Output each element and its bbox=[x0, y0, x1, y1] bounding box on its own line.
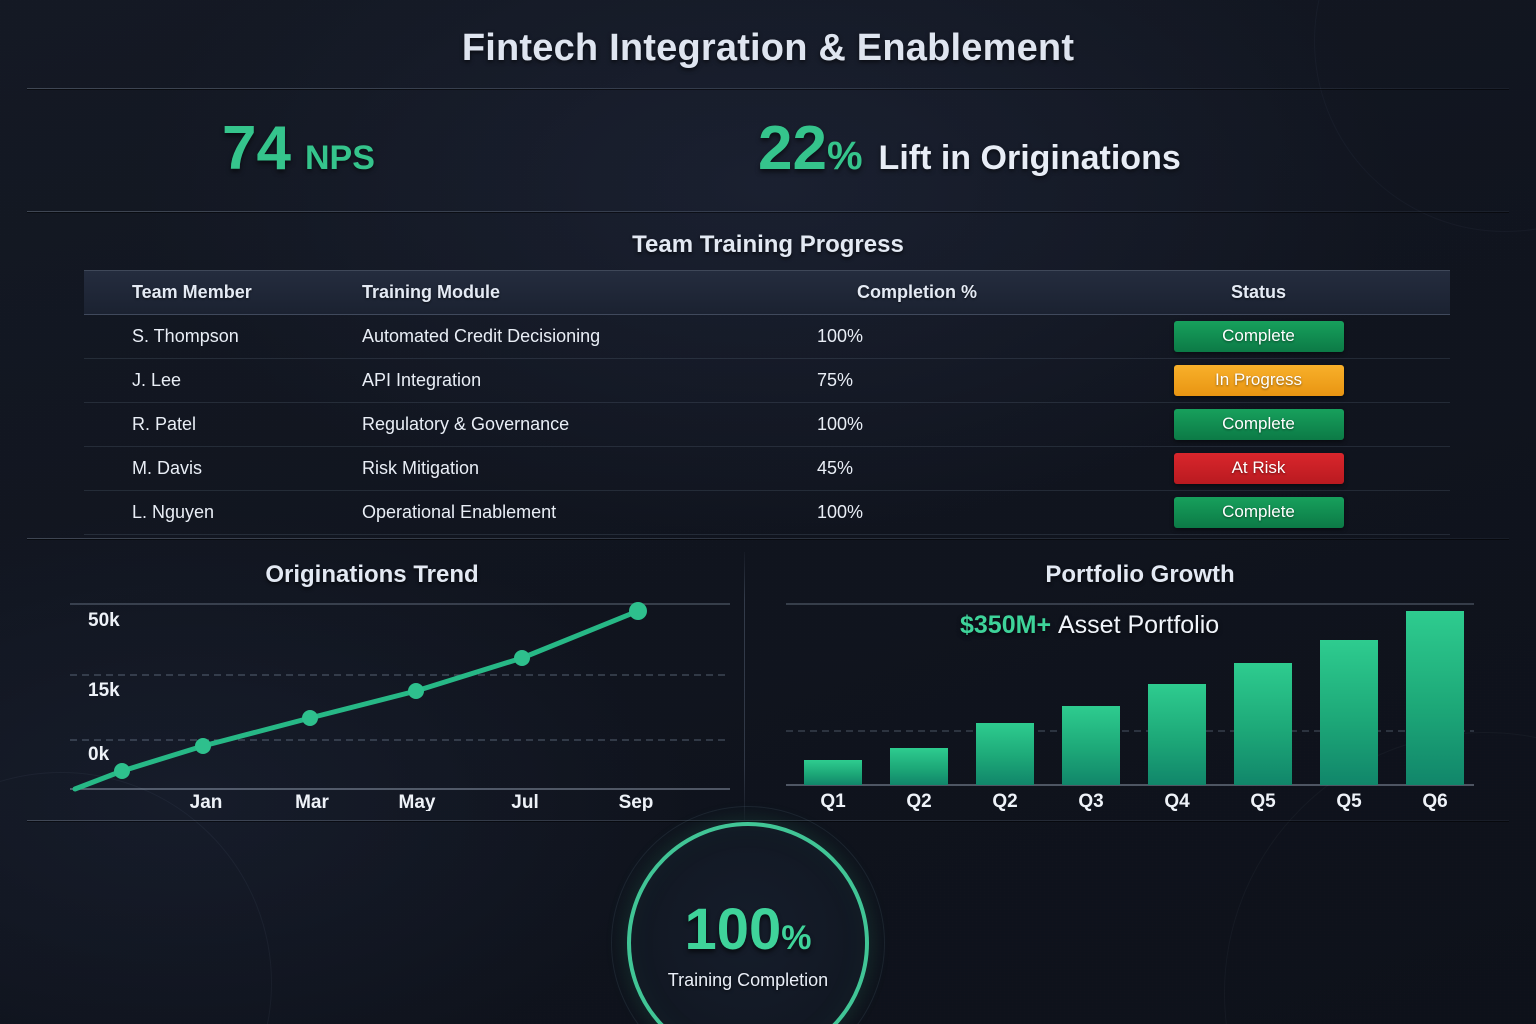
bar-x-label: Q3 bbox=[1078, 791, 1103, 811]
bar-chart-title: Portfolio Growth bbox=[1045, 561, 1235, 588]
cell-member: S. Thompson bbox=[132, 326, 239, 346]
status-badge: Complete bbox=[1173, 409, 1344, 440]
divider-under-title bbox=[27, 88, 1509, 89]
cell-completion: 45% bbox=[817, 458, 854, 478]
cell-member: L. Nguyen bbox=[132, 502, 215, 522]
kpi-lift-value: 22 bbox=[758, 114, 827, 183]
cell-member: J. Lee bbox=[132, 370, 182, 390]
divider-under-table bbox=[27, 538, 1509, 539]
asset-portfolio-annotation: $350M+ Asset Portfolio bbox=[960, 611, 1219, 640]
column-header-module: Training Module bbox=[362, 282, 500, 302]
bar bbox=[1406, 611, 1464, 785]
bar bbox=[1062, 706, 1120, 785]
cell-completion: 100% bbox=[817, 326, 864, 346]
table-row[interactable]: L. Nguyen Operational Enablement 100% Co… bbox=[84, 491, 1450, 535]
cell-module: Risk Mitigation bbox=[362, 458, 480, 478]
status-badge: In Progress bbox=[1173, 365, 1344, 396]
bar-x-label: Q1 bbox=[820, 791, 846, 811]
bar-x-label: Q2 bbox=[992, 791, 1017, 811]
x-tick-label: Sep bbox=[619, 792, 654, 811]
cell-status: Complete bbox=[1067, 497, 1450, 528]
kpi-nps-value: 74 bbox=[222, 114, 291, 183]
gauge-ring bbox=[627, 822, 869, 1024]
cell-module: Regulatory & Governance bbox=[362, 414, 570, 434]
table-row[interactable]: M. Davis Risk Mitigation 45% At Risk bbox=[84, 447, 1450, 491]
status-badge: Complete bbox=[1173, 497, 1344, 528]
asset-portfolio-amount: $350M+ bbox=[960, 611, 1052, 639]
gauge-value-row: 100 % bbox=[684, 901, 811, 959]
trend-markers bbox=[114, 602, 647, 779]
gauge-unit: % bbox=[781, 919, 812, 957]
cell-module: Operational Enablement bbox=[362, 502, 557, 522]
originations-trend-chart: 50k 15k 0k Jan Mar May Jul Sep bbox=[70, 602, 730, 811]
cell-member: M. Davis bbox=[132, 458, 203, 478]
gauge-content: 100 % Training Completion bbox=[627, 822, 869, 1024]
status-badge: Complete bbox=[1173, 321, 1344, 352]
table-header-row: Team Member Training Module Completion %… bbox=[84, 270, 1450, 315]
cell-completion: 100% bbox=[817, 502, 864, 522]
data-point bbox=[302, 710, 318, 726]
trend-line bbox=[72, 608, 641, 792]
data-point bbox=[408, 683, 424, 699]
table-row[interactable]: J. Lee API Integration 75% In Progress bbox=[84, 359, 1450, 403]
kpi-lift-label: Lift in Originations bbox=[878, 139, 1181, 177]
kpi-row: 74 NPS 22 % Lift in Originations bbox=[0, 118, 1536, 204]
bar bbox=[1320, 640, 1378, 785]
divider-under-kpis bbox=[27, 211, 1509, 212]
bar bbox=[1148, 684, 1206, 785]
kpi-lift: 22 % Lift in Originations bbox=[758, 118, 1181, 180]
data-point bbox=[514, 650, 530, 666]
cell-module: API Integration bbox=[362, 370, 482, 390]
y-tick-label: 50k bbox=[88, 610, 120, 631]
portfolio-growth-chart: Q1 Q2 Q2 Q3 Q4 Q5 Q5 Q6 bbox=[786, 603, 1474, 811]
bar-x-label: Q2 bbox=[906, 791, 931, 811]
bar bbox=[804, 760, 862, 785]
kpi-lift-suffix: % bbox=[826, 134, 863, 178]
bars bbox=[804, 611, 1464, 785]
training-progress-table: Team Member Training Module Completion %… bbox=[84, 270, 1450, 535]
gauge-caption: Training Completion bbox=[667, 970, 829, 990]
page-title: Fintech Integration & Enablement bbox=[461, 27, 1075, 69]
status-badge: At Risk bbox=[1173, 453, 1344, 484]
kpi-nps-label: NPS bbox=[304, 139, 375, 177]
x-tick-label: Jul bbox=[511, 792, 538, 811]
data-point bbox=[195, 738, 211, 754]
column-header-completion: Completion % bbox=[857, 282, 977, 302]
asset-portfolio-text: Asset Portfolio bbox=[1058, 611, 1220, 639]
x-tick-label: May bbox=[399, 792, 436, 811]
cell-status: Complete bbox=[1067, 409, 1450, 440]
training-completion-gauge: 100 % Training Completion bbox=[611, 806, 885, 1024]
kpi-nps: 74 NPS bbox=[222, 118, 375, 180]
gauge-value: 100 bbox=[684, 897, 782, 962]
bar bbox=[976, 723, 1034, 785]
cell-completion: 100% bbox=[817, 414, 864, 434]
cell-member: R. Patel bbox=[132, 414, 197, 434]
bar-x-label: Q6 bbox=[1422, 791, 1447, 811]
data-point bbox=[114, 763, 130, 779]
cell-completion: 75% bbox=[817, 370, 854, 390]
charts-vertical-divider bbox=[744, 552, 745, 820]
x-tick-label: Mar bbox=[295, 792, 329, 811]
table-row[interactable]: R. Patel Regulatory & Governance 100% Co… bbox=[84, 403, 1450, 447]
y-tick-label: 0k bbox=[88, 744, 110, 765]
table-row[interactable]: S. Thompson Automated Credit Decisioning… bbox=[84, 315, 1450, 359]
line-chart-title: Originations Trend bbox=[265, 561, 479, 588]
bar bbox=[1234, 663, 1292, 785]
column-header-member: Team Member bbox=[132, 282, 252, 302]
x-tick-label: Jan bbox=[190, 792, 223, 811]
cell-status: At Risk bbox=[1067, 453, 1450, 484]
cell-module: Automated Credit Decisioning bbox=[362, 326, 601, 346]
cell-status: In Progress bbox=[1067, 365, 1450, 396]
bar-x-label: Q5 bbox=[1336, 791, 1362, 811]
bar-x-label: Q5 bbox=[1250, 791, 1276, 811]
bar bbox=[890, 748, 948, 785]
y-tick-label: 15k bbox=[88, 680, 120, 701]
cell-status: Complete bbox=[1067, 321, 1450, 352]
table-section-title: Team Training Progress bbox=[632, 231, 904, 258]
data-point bbox=[629, 602, 647, 620]
bar-x-label: Q4 bbox=[1164, 791, 1190, 811]
column-header-status: Status bbox=[1230, 282, 1286, 302]
